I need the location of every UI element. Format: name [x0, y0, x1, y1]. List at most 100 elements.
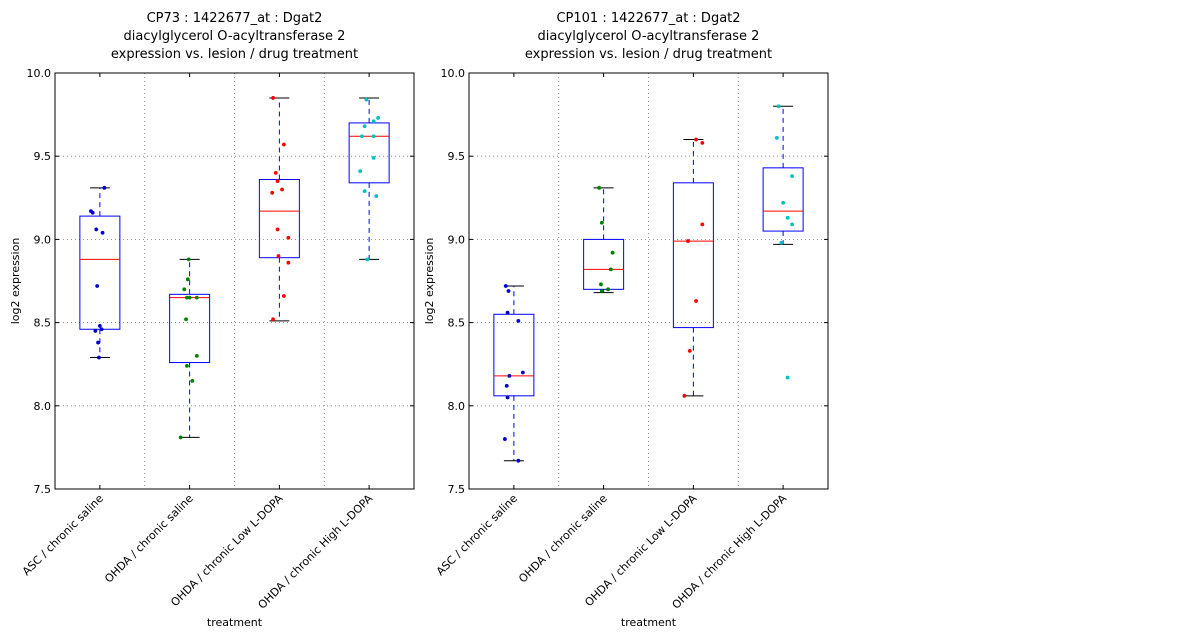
chart-title-line: CP101 : 1422677_at : Dgat2	[556, 11, 740, 26]
data-point	[700, 222, 705, 227]
data-point	[97, 355, 101, 360]
box-iqr	[79, 215, 121, 330]
data-point	[599, 289, 604, 293]
data-point	[779, 240, 784, 245]
data-point	[371, 134, 376, 139]
data-point	[687, 348, 692, 353]
y-tick-label: 9.0	[34, 233, 52, 246]
data-point	[186, 257, 191, 262]
box-iqr	[258, 178, 300, 259]
y-tick-label: 7.5	[448, 483, 466, 496]
data-point	[273, 170, 278, 175]
y-axis-label: log2 expression	[423, 238, 436, 325]
box-group	[493, 284, 535, 463]
data-point	[505, 310, 510, 315]
data-point	[774, 135, 779, 140]
chart-title-line: expression vs. lesion / drug treatment	[111, 47, 358, 62]
x-tick-label: OHDA / chronic saline	[516, 492, 610, 586]
y-tick-label: 9.5	[448, 150, 466, 163]
x-tick-label: ASC / chronic saline	[434, 492, 520, 578]
box-iqr	[672, 182, 714, 329]
y-tick-label: 8.0	[448, 400, 466, 413]
box-group	[583, 185, 625, 294]
chart-title-line: diacylglycerol O-acyltransferase 2	[124, 29, 346, 44]
box-group	[348, 97, 390, 262]
data-point	[94, 227, 99, 232]
data-point	[790, 174, 794, 179]
data-point	[785, 215, 790, 220]
box-group	[169, 257, 211, 440]
x-axis-label: treatment	[207, 616, 263, 629]
data-point	[606, 287, 611, 292]
data-point	[516, 458, 521, 463]
data-point	[507, 373, 512, 378]
data-point	[99, 327, 104, 332]
box-group	[672, 137, 714, 398]
data-point	[271, 317, 275, 322]
data-point	[270, 190, 275, 195]
data-point	[185, 277, 190, 282]
box-iqr	[169, 293, 211, 364]
box-iqr	[583, 238, 625, 290]
data-point	[358, 169, 363, 174]
data-point	[686, 239, 690, 243]
data-point	[597, 185, 602, 190]
x-axis-label: treatment	[621, 616, 677, 629]
data-point	[374, 194, 379, 199]
data-point	[362, 189, 367, 194]
data-point	[100, 230, 105, 235]
data-point	[93, 329, 98, 333]
box-iqr	[493, 313, 535, 397]
data-point	[682, 393, 687, 398]
data-point	[781, 200, 786, 205]
data-point	[276, 254, 281, 258]
box-iqr	[762, 167, 804, 232]
data-point	[371, 155, 376, 160]
chart-title-line: diacylglycerol O-acyltransferase 2	[538, 29, 760, 44]
data-point	[503, 284, 508, 288]
panel-cp101: CP101 : 1422677_at : Dgat2 diacylglycerol…	[423, 11, 829, 629]
data-point	[178, 435, 183, 440]
data-point	[610, 250, 615, 255]
box-iqr	[348, 122, 390, 184]
y-tick-label: 10.0	[27, 67, 52, 80]
data-point	[185, 295, 189, 300]
data-point	[90, 210, 95, 215]
data-point	[360, 134, 364, 139]
data-point	[95, 284, 100, 288]
data-point	[785, 375, 790, 380]
data-point	[776, 104, 781, 109]
panel-cp73: CP73 : 1422677_at : Dgat2 diacylglycerol …	[9, 11, 415, 629]
data-point	[280, 187, 284, 192]
data-point	[96, 340, 100, 345]
y-tick-label: 10.0	[441, 67, 466, 80]
data-point	[608, 267, 613, 272]
data-point	[184, 317, 188, 322]
data-point	[790, 222, 794, 227]
data-point	[182, 287, 187, 292]
box-group	[258, 96, 300, 322]
data-point	[275, 227, 280, 232]
data-point	[281, 142, 286, 147]
data-point	[371, 119, 376, 124]
chart-title-line: CP73 : 1422677_at : Dgat2	[147, 11, 323, 26]
y-tick-label: 8.5	[34, 317, 52, 330]
y-tick-label: 8.0	[34, 400, 52, 413]
data-point	[599, 220, 604, 225]
data-point	[185, 363, 189, 368]
data-point	[286, 260, 291, 265]
data-point	[190, 378, 195, 383]
data-point	[194, 295, 199, 300]
data-point	[271, 96, 275, 100]
data-point	[516, 319, 521, 323]
y-tick-label: 9.5	[34, 150, 52, 163]
data-point	[700, 140, 705, 145]
x-tick-label: ASC / chronic saline	[20, 492, 106, 578]
data-point	[694, 299, 698, 303]
data-point	[97, 324, 102, 328]
data-point	[503, 437, 507, 441]
data-point	[194, 353, 199, 358]
box-group	[79, 185, 121, 360]
data-point	[520, 370, 525, 375]
